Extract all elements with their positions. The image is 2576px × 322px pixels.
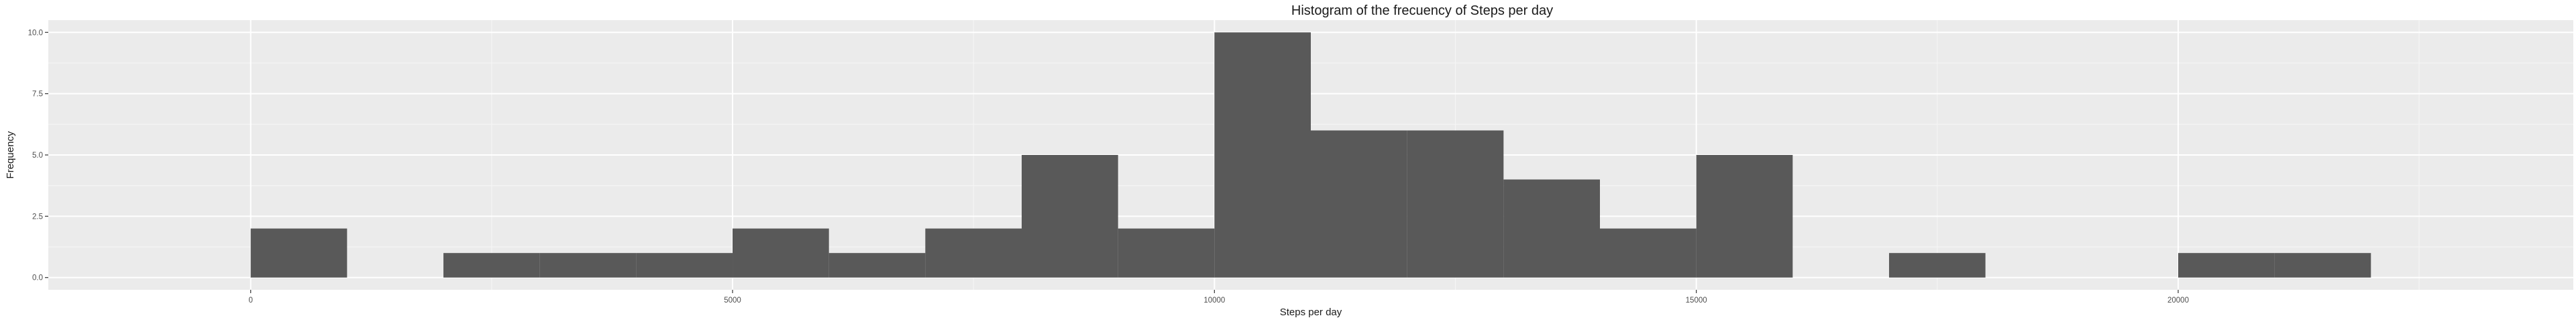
histogram-bar <box>636 253 733 278</box>
chart-title: Histogram of the frecuency of Steps per … <box>1291 3 1553 18</box>
histogram-bar <box>1214 32 1311 278</box>
histogram-bar <box>1696 155 1793 278</box>
histogram-bar <box>1503 179 1600 278</box>
x-tick-label: 5000 <box>724 297 741 305</box>
x-tick-label: 0 <box>248 297 252 305</box>
histogram-bar <box>1022 155 1118 278</box>
histogram-bars <box>250 32 2371 278</box>
y-tick-label: 10.0 <box>28 29 43 37</box>
histogram-bar <box>250 228 347 278</box>
histogram-bar <box>1311 130 1407 278</box>
histogram-bar <box>1407 130 1504 278</box>
histogram-bar <box>539 253 637 278</box>
y-axis-title: Frequency <box>5 131 16 178</box>
y-tick-label: 5.0 <box>32 152 43 160</box>
histogram-bar <box>1599 228 1697 278</box>
histogram-bar <box>1118 228 1215 278</box>
x-tick-label: 10000 <box>1203 297 1225 305</box>
x-axis: 0 5000 10000 15000 20000 <box>248 290 2189 305</box>
histogram-bar <box>733 228 829 278</box>
y-tick-label: 7.5 <box>32 91 43 99</box>
histogram-bar <box>1888 253 1986 278</box>
histogram-bar <box>443 253 540 278</box>
histogram-bar <box>2274 253 2371 278</box>
x-tick-label: 20000 <box>2167 297 2189 305</box>
y-tick-label: 0.0 <box>32 274 43 282</box>
histogram-bar <box>2178 253 2275 278</box>
x-axis-title: Steps per day <box>1280 307 1342 318</box>
histogram-bar <box>828 253 926 278</box>
y-tick-label: 2.5 <box>32 213 43 221</box>
y-axis: 0.0 2.5 5.0 7.5 10.0 <box>28 29 48 282</box>
x-tick-label: 15000 <box>1686 297 1707 305</box>
histogram-bar <box>925 228 1022 278</box>
